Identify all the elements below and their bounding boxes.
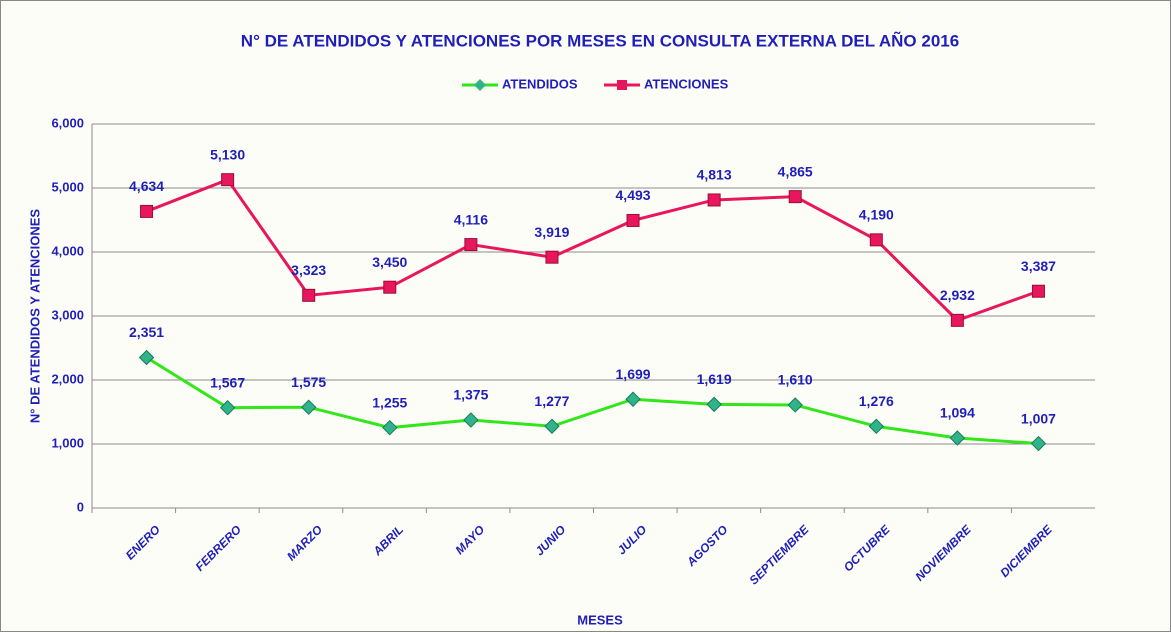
marker [141,205,153,217]
chart-title: N° DE ATENDIDOS Y ATENCIONES POR MESES E… [241,30,959,50]
legend-label: ATENCIONES [644,76,729,91]
value-label: 1,255 [372,394,407,410]
chart: N° DE ATENDIDOS Y ATENCIONES POR MESES E… [0,0,1171,632]
marker [384,281,396,293]
y-tick-label: 2,000 [51,371,84,386]
value-label: 4,493 [616,187,651,203]
value-label: 4,116 [454,211,488,227]
y-axis-title: N° DE ATENDIDOS Y ATENCIONES [27,209,42,424]
marker [708,194,720,206]
legend-label: ATENDIDOS [502,76,578,91]
y-tick-label: 6,000 [51,115,84,130]
marker [627,214,639,226]
y-tick-label: 5,000 [51,179,84,194]
value-label: 4,813 [697,167,732,183]
x-axis-title: MESES [577,612,623,627]
value-label: 3,919 [534,224,569,240]
value-label: 4,190 [859,207,894,223]
value-label: 1,575 [291,374,326,390]
marker [951,314,963,326]
value-label: 1,567 [210,374,245,390]
value-label: 1,007 [1021,410,1056,426]
value-label: 5,130 [210,146,245,162]
value-label: 3,323 [291,262,326,278]
marker [546,251,558,263]
value-label: 4,865 [778,163,813,179]
value-label: 4,634 [129,178,164,194]
legend-marker [617,80,627,90]
value-label: 2,351 [129,324,164,340]
marker [870,234,882,246]
value-label: 1,094 [940,405,975,421]
marker [465,239,477,251]
marker [303,289,315,301]
value-label: 1,699 [616,366,651,382]
value-label: 3,387 [1021,258,1056,274]
value-label: 2,932 [940,287,975,303]
marker [789,191,801,203]
value-label: 1,277 [534,393,569,409]
marker [222,174,234,186]
value-label: 1,276 [859,393,894,409]
value-label: 1,610 [778,372,813,388]
value-label: 3,450 [372,254,407,270]
value-label: 1,619 [697,371,732,387]
y-tick-label: 0 [77,499,84,514]
value-label: 1,375 [453,387,488,403]
y-tick-label: 3,000 [51,307,84,322]
y-tick-label: 4,000 [51,243,84,258]
y-tick-label: 1,000 [51,435,84,450]
marker [1032,285,1044,297]
